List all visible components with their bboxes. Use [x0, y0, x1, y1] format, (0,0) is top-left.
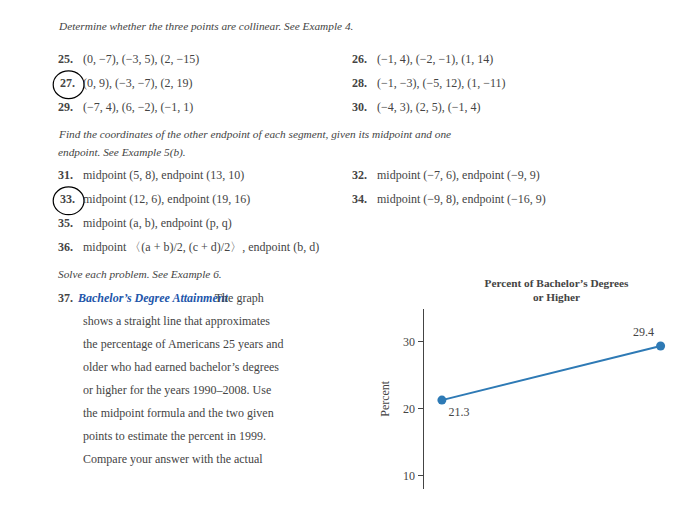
svg-text:midpoint (−7, 6), endpoint (−9: midpoint (−7, 6), endpoint (−9, 9)	[377, 168, 540, 182]
svg-text:(−4, 3), (2, 5), (−1, 4): (−4, 3), (2, 5), (−1, 4)	[377, 100, 481, 114]
svg-text:midpoint (12, 6), endpoint (19: midpoint (12, 6), endpoint (19, 16)	[83, 192, 250, 206]
svg-text:10: 10	[403, 469, 415, 483]
svg-text:or higher for the years 1990–2: or higher for the years 1990–2008. Use	[83, 383, 271, 397]
svg-text:older who had earned bachelor’: older who had earned bachelor’s degrees	[83, 360, 279, 374]
svg-text:30: 30	[403, 335, 415, 349]
svg-text:the midpoint formula and the t: the midpoint formula and the two given	[83, 406, 274, 420]
svg-text:(0, 9), (−3, −7), (2, 19): (0, 9), (−3, −7), (2, 19)	[83, 76, 193, 90]
svg-text:32.: 32.	[352, 168, 367, 182]
svg-text:29.: 29.	[58, 100, 73, 114]
svg-text:29.4: 29.4	[633, 325, 654, 339]
svg-text:27.: 27.	[60, 76, 75, 90]
svg-text:(−1, 4), (−2, −1), (1, 14): (−1, 4), (−2, −1), (1, 14)	[377, 52, 493, 66]
svg-text:25.: 25.	[58, 52, 73, 66]
svg-text:Compare your answer with the a: Compare your answer with the actual	[83, 452, 263, 466]
svg-text:shows a straight line that app: shows a straight line that approximates	[83, 314, 270, 328]
svg-text:33.: 33.	[60, 192, 75, 206]
svg-text:37.: 37.	[58, 291, 73, 305]
svg-text:30.: 30.	[352, 100, 367, 114]
svg-text:points to estimate the percent: points to estimate the percent in 1999.	[83, 429, 266, 443]
svg-text:(−1, −3), (−5, 12), (1, −11): (−1, −3), (−5, 12), (1, −11)	[377, 76, 506, 90]
svg-text:31.: 31.	[58, 168, 73, 182]
svg-text:midpoint (−9, 8), endpoint (−1: midpoint (−9, 8), endpoint (−16, 9)	[377, 192, 546, 206]
svg-text:midpoint 〈(a + b)/2, (c + d)/2: midpoint 〈(a + b)/2, (c + d)/2〉, endpoin…	[83, 240, 319, 254]
svg-text:34.: 34.	[352, 192, 367, 206]
svg-text:(0, −7), (−3, 5), (2, −15): (0, −7), (−3, 5), (2, −15)	[83, 52, 199, 66]
svg-text:midpoint (5, 8), endpoint (13,: midpoint (5, 8), endpoint (13, 10)	[83, 168, 244, 182]
svg-text:28.: 28.	[352, 76, 367, 90]
svg-text:Determine whether the three po: Determine whether the three points are c…	[58, 20, 353, 32]
svg-text:Find the coordinates of the ot: Find the coordinates of the other endpoi…	[58, 128, 451, 140]
svg-text:Bachelor’s Degree Attainment: Bachelor’s Degree Attainment	[77, 291, 228, 305]
svg-text:Solve each problem. See Exampl: Solve each problem. See Example 6.	[58, 268, 222, 280]
svg-text:(−7, 4), (6, −2), (−1, 1): (−7, 4), (6, −2), (−1, 1)	[83, 100, 193, 114]
svg-text:endpoint. See Example 5(b).: endpoint. See Example 5(b).	[58, 146, 186, 159]
svg-text:20: 20	[403, 402, 415, 416]
svg-text:26.: 26.	[352, 52, 367, 66]
svg-text:Percent of Bachelor’s Degreeso: Percent of Bachelor’s Degreesor Higher	[485, 277, 630, 304]
svg-text:The graph: The graph	[209, 291, 264, 305]
svg-text:midpoint (a, b), endpoint (p,: midpoint (a, b), endpoint (p, q)	[83, 216, 232, 230]
svg-text:21.3: 21.3	[449, 405, 470, 419]
svg-text:35.: 35.	[58, 216, 73, 230]
svg-text:36.: 36.	[58, 240, 73, 254]
svg-text:Percent: Percent	[379, 380, 393, 417]
svg-text:the percentage of Americans 25: the percentage of Americans 25 years and	[83, 337, 284, 351]
